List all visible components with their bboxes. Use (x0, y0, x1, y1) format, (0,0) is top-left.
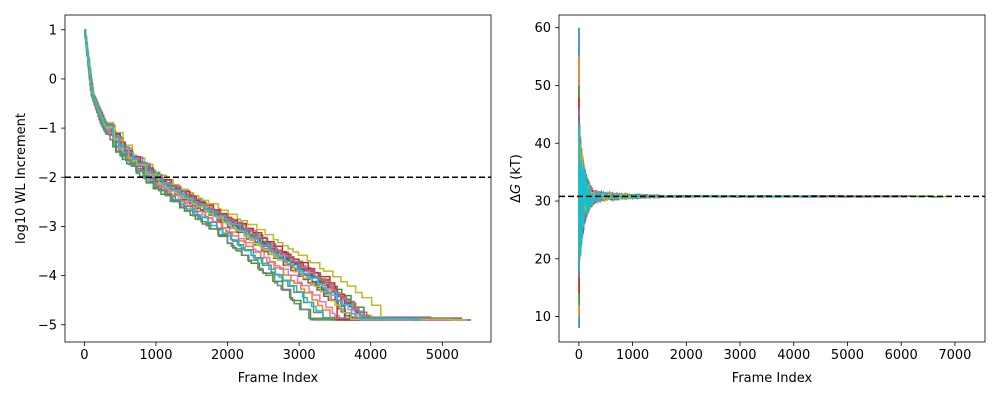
y-tick-label: 1 (49, 23, 57, 38)
series-line (578, 147, 879, 262)
series-line (84, 29, 402, 321)
series-line (84, 29, 432, 321)
series-line (84, 29, 468, 321)
x-tick-label: 3000 (283, 348, 316, 363)
series-line (578, 136, 871, 273)
x-tick-label: 2000 (211, 348, 244, 363)
x-tick-label: 3000 (723, 348, 756, 363)
y-tick-label: 60 (534, 21, 551, 36)
series-line (84, 29, 471, 321)
x-tick-label: 5000 (426, 348, 459, 363)
series-line (578, 137, 858, 275)
y-tick-label: −3 (38, 220, 57, 235)
series-line (84, 29, 459, 321)
y-axis-label: ΔG (kT) (509, 154, 524, 203)
y-tick-label: 10 (534, 310, 551, 325)
series-line (84, 29, 405, 321)
x-tick-label: 5000 (831, 348, 864, 363)
y-axis-label: log10 WL Increment (14, 113, 29, 244)
series-line (84, 29, 393, 321)
series-group (84, 29, 471, 321)
series-line (578, 139, 944, 267)
series-line (578, 124, 819, 272)
series-line (578, 140, 918, 274)
series-line (84, 29, 422, 321)
series-line (84, 29, 471, 321)
series-line (578, 27, 841, 329)
x-tick-label: 1000 (616, 348, 649, 363)
series-group (578, 27, 953, 329)
series-line (578, 128, 802, 277)
x-tick-label: 0 (575, 348, 583, 363)
y-tick-label: 30 (534, 195, 551, 210)
x-tick-label: 4000 (354, 348, 387, 363)
series-line (578, 117, 871, 264)
x-tick-label: 6000 (885, 348, 918, 363)
right-chart-delta-g: 0 1000 2000 3000 4000 5000 6000 7000 60 50 40 30 20 1… (509, 14, 986, 386)
x-axis-label: Frame Index (238, 371, 319, 386)
series-line (84, 29, 397, 321)
series-line (578, 56, 892, 317)
x-tick-label: 4000 (777, 348, 810, 363)
y-tick-label: −1 (38, 122, 57, 137)
left-chart-wl-increment: 0 1000 2000 3000 4000 5000 1 0 −1 −2 −3 −4 −5 Frame I… (14, 14, 492, 386)
x-tick-label: 1000 (139, 348, 172, 363)
x-tick-label: 7000 (938, 348, 971, 363)
y-tick-label: −2 (38, 171, 57, 186)
x-tick-label: 0 (80, 348, 88, 363)
x-tick-label: 2000 (670, 348, 703, 363)
series-line (84, 29, 390, 321)
series-line (84, 29, 439, 321)
plot-frame (64, 14, 492, 343)
series-line (84, 29, 471, 321)
plot-frame (558, 14, 986, 343)
series-line (84, 29, 471, 321)
y-tick-label: −4 (38, 269, 57, 284)
series-line (84, 29, 471, 321)
x-axis-label: Frame Index (732, 371, 813, 386)
y-tick-label: −5 (38, 318, 57, 333)
y-tick-label: 40 (534, 137, 551, 152)
y-tick-label: 20 (534, 252, 551, 267)
series-line (578, 108, 858, 271)
series-line (84, 29, 471, 321)
y-tick-label: 50 (534, 79, 551, 94)
y-tick-label: 0 (49, 72, 57, 87)
